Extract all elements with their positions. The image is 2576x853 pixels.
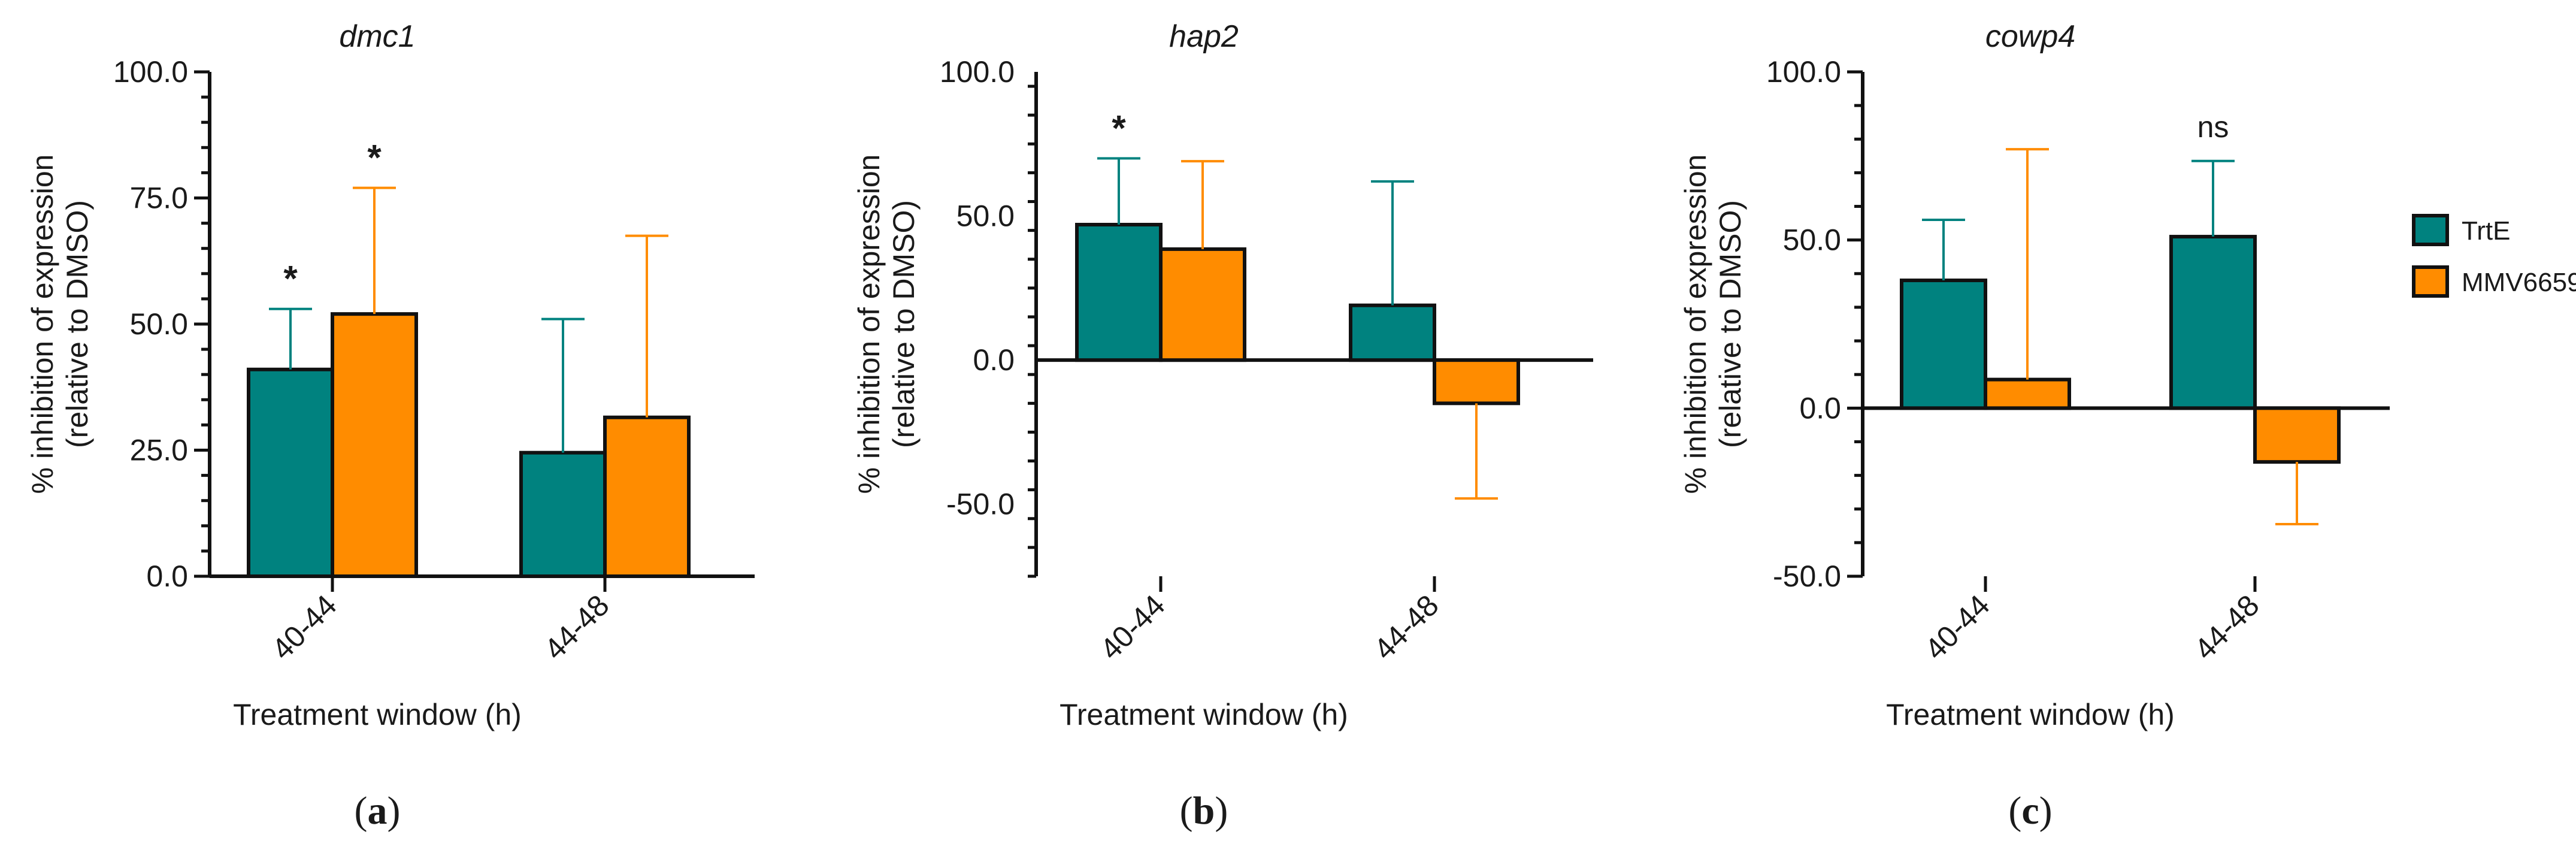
bar-trte bbox=[247, 367, 334, 579]
bar-mmv665917 bbox=[603, 415, 691, 579]
panel-b: -50.0 0.0 50.0 100.0 40-44 44-48 * hap2 % inhibi… bbox=[852, 19, 1593, 833]
y-tick-label: 100.0 bbox=[940, 55, 1015, 89]
panel-label-letter: a bbox=[368, 789, 388, 833]
panel-label: (b) bbox=[1180, 789, 1228, 833]
y-axis-title-line: % inhibition of expression bbox=[852, 155, 886, 494]
y-tick-label: 25.0 bbox=[130, 434, 188, 467]
y-axis-title-line: % inhibition of expression bbox=[1679, 155, 1712, 494]
bar-trte bbox=[2169, 235, 2257, 410]
y-tick-label: -50.0 bbox=[946, 488, 1015, 521]
y-axis-title-line: % inhibition of expression bbox=[26, 155, 59, 494]
significance-marker: ns bbox=[2197, 110, 2229, 144]
bar-mmv665917 bbox=[1984, 377, 2071, 410]
y-axis-title-line: (relative to DMSO) bbox=[887, 200, 921, 448]
y-tick-label: 0.0 bbox=[146, 559, 188, 593]
y-tick-label: 100.0 bbox=[1766, 55, 1841, 89]
x-tick-label: 44-48 bbox=[2188, 588, 2266, 666]
significance-marker: * bbox=[283, 259, 298, 299]
y-tick-label: 50.0 bbox=[130, 307, 188, 341]
significance-marker: * bbox=[367, 138, 382, 178]
panel-label: (c) bbox=[2008, 789, 2052, 833]
panel-label: (a) bbox=[355, 789, 401, 833]
bar-mmv665917 bbox=[1433, 358, 1520, 406]
panel-label-letter: b bbox=[1193, 789, 1215, 833]
x-tick-label: 40-44 bbox=[1094, 588, 1172, 666]
chart-title: dmc1 bbox=[339, 19, 415, 54]
y-axis-title: % inhibition of expression(relative to D… bbox=[1679, 155, 1747, 494]
y-axis-title: % inhibition of expression(relative to D… bbox=[852, 155, 921, 494]
x-tick-label: 44-48 bbox=[538, 588, 616, 666]
x-tick-label: 40-44 bbox=[1918, 588, 1996, 666]
panel-label-letter: c bbox=[2021, 789, 2039, 833]
bar-trte bbox=[1349, 303, 1436, 362]
bar-trte bbox=[519, 450, 607, 579]
chart-title: cowp4 bbox=[1985, 19, 2075, 54]
x-axis-title: Treatment window (h) bbox=[1886, 698, 2175, 731]
bar-trte bbox=[1075, 223, 1163, 362]
panel-label-open: ( bbox=[355, 789, 368, 833]
y-tick-label: 75.0 bbox=[130, 182, 188, 215]
panel-a: 0.0 25.0 50.0 75.0 100.0 40-44 44-48 * * dmc1 % in… bbox=[26, 19, 755, 833]
legend-swatch-mmv665917 bbox=[2412, 265, 2449, 298]
y-axis-title-line: (relative to DMSO) bbox=[1714, 200, 1747, 448]
y-tick-label: 100.0 bbox=[113, 55, 188, 89]
y-tick-label: 50.0 bbox=[1783, 223, 1841, 257]
bar-mmv665917 bbox=[2253, 406, 2341, 464]
panel-label-open: ( bbox=[1180, 789, 1193, 833]
panel-label-close: ) bbox=[1215, 789, 1228, 833]
x-tick-label: 44-48 bbox=[1367, 588, 1445, 666]
panel-c: -50.0 0.0 50.0 100.0 40-44 44-48 ns cowp4 % inhi… bbox=[1679, 19, 2390, 833]
y-tick-label: 0.0 bbox=[1799, 391, 1841, 425]
legend: TrtE MMV665917 bbox=[2412, 214, 2576, 298]
chart-title: hap2 bbox=[1169, 19, 1239, 54]
panel-label-close: ) bbox=[388, 789, 401, 833]
panel-label-open: ( bbox=[2008, 789, 2021, 833]
x-axis-title: Treatment window (h) bbox=[1060, 698, 1348, 731]
bar-mmv665917 bbox=[331, 312, 418, 578]
panel-label-close: ) bbox=[2039, 789, 2053, 833]
legend-label: TrtE bbox=[2462, 216, 2510, 246]
bar-trte bbox=[1900, 279, 1987, 410]
y-axis-title-line: (relative to DMSO) bbox=[60, 200, 94, 448]
x-tick-label: 40-44 bbox=[265, 588, 343, 666]
y-axis-title: % inhibition of expression(relative to D… bbox=[26, 155, 94, 494]
y-tick-label: 0.0 bbox=[973, 343, 1015, 377]
legend-label: MMV665917 bbox=[2462, 268, 2576, 297]
significance-marker: * bbox=[1112, 108, 1126, 148]
x-axis-title: Treatment window (h) bbox=[233, 698, 522, 731]
bar-mmv665917 bbox=[1159, 247, 1246, 362]
legend-swatch-trte bbox=[2412, 214, 2449, 246]
y-tick-label: -50.0 bbox=[1773, 559, 1841, 593]
y-tick-label: 50.0 bbox=[956, 199, 1015, 233]
